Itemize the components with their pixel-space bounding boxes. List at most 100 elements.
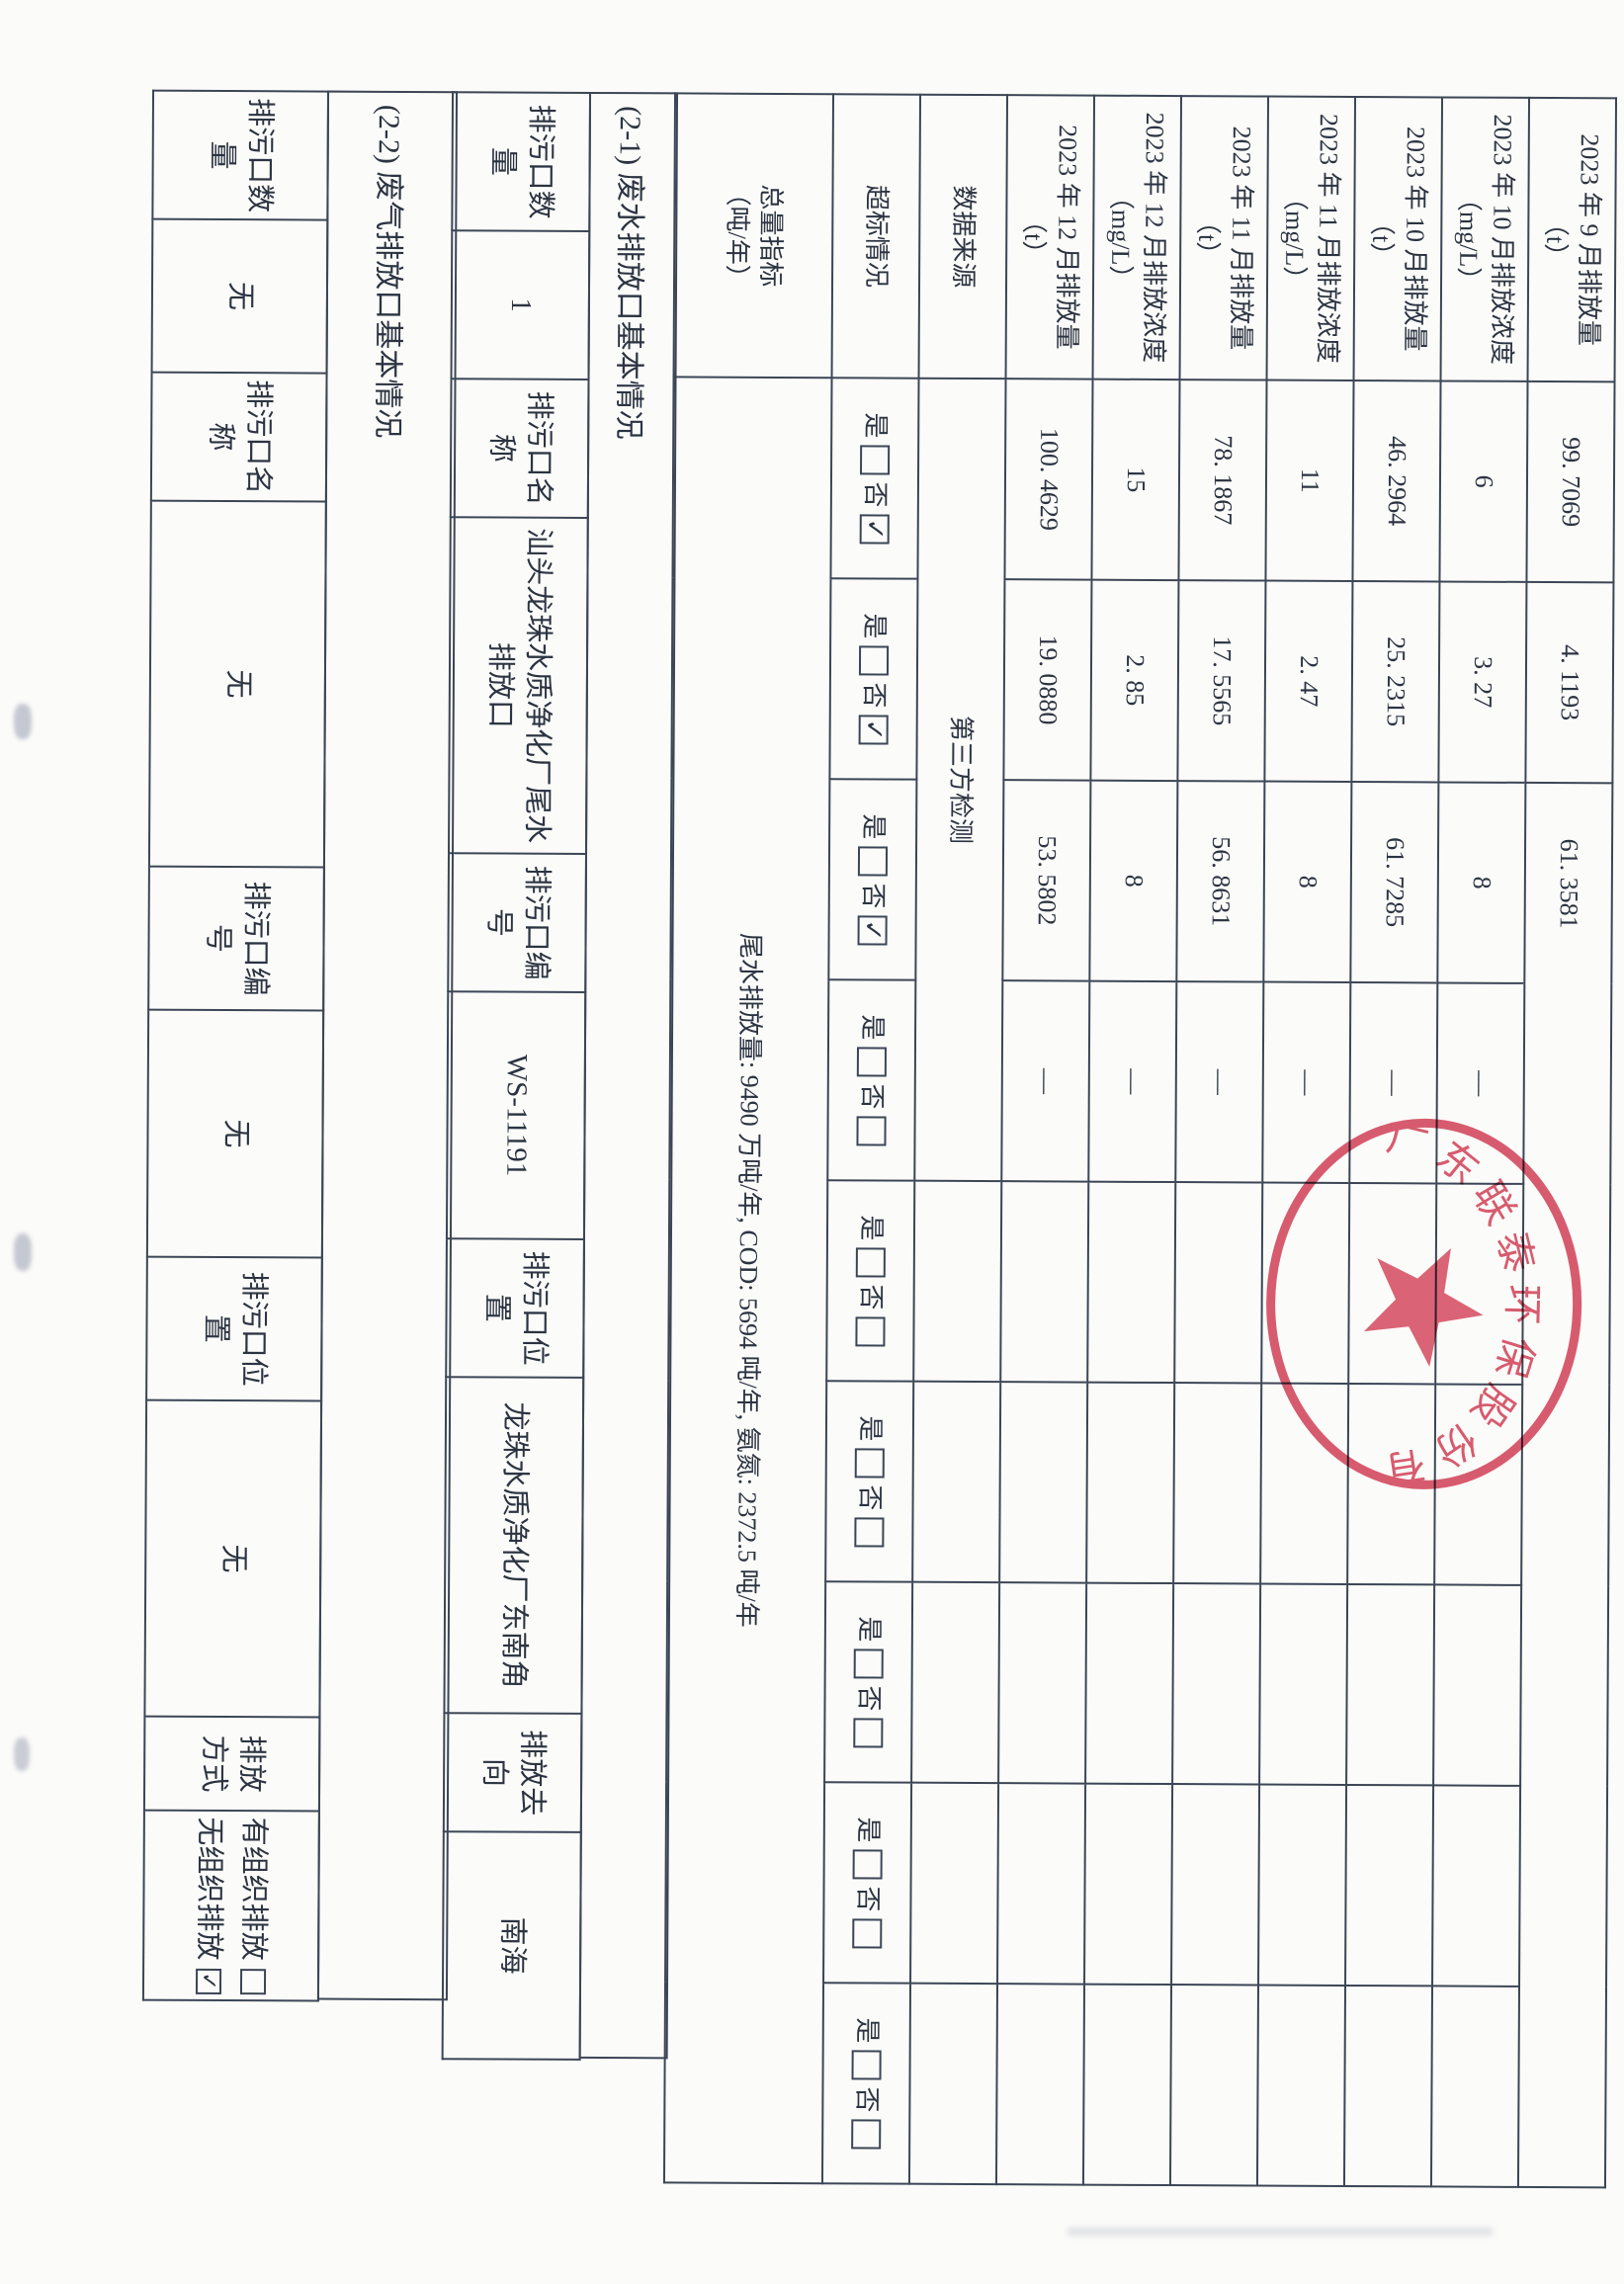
row-header: 总量指标 （吨/年） (673, 93, 834, 379)
no-checkbox[interactable] (853, 1718, 884, 1748)
yes-checkbox[interactable] (856, 1047, 887, 1077)
table-row: 2023 年 11 月排放量 （t） 78. 1867 17. 5565 56. … (1169, 96, 1269, 2186)
empty-cell (1345, 1784, 1434, 1987)
yes-checkbox[interactable] (860, 445, 891, 475)
row-header: 2023 年 11 月排放量 （t） (1179, 96, 1269, 381)
field-value: 无 (146, 1009, 324, 1258)
empty-cell (1082, 1984, 1172, 2186)
organized-emission-label: 有组织排放 (237, 1817, 271, 1961)
value-cell: 17. 5565 (1177, 580, 1266, 782)
no-checkbox[interactable]: ✓ (859, 514, 890, 545)
value-cell: 2. 85 (1090, 579, 1179, 782)
field-label: 排污口名称 (450, 379, 589, 518)
yes-label: 是 (856, 1215, 887, 1241)
field-label: 排污口数量 (452, 92, 591, 231)
empty-cell (1347, 1383, 1436, 1585)
empty-cell (912, 1381, 1001, 1583)
yes-label: 是 (860, 613, 890, 639)
no-checkbox[interactable] (856, 1116, 887, 1146)
table-row: 2023 年 12 月排放浓度 （mg/L） 15 2. 85 8 — (1082, 95, 1182, 2186)
yes-label: 是 (852, 2017, 882, 2044)
empty-cell (999, 1382, 1088, 1583)
exceedance-cell: 是否 ✓ (830, 378, 919, 579)
field-value: 无 (148, 500, 326, 868)
no-label: 否 (854, 1685, 884, 1712)
yes-checkbox[interactable] (858, 645, 890, 676)
no-label: 否 (859, 682, 889, 709)
row-header: 数据来源 (918, 94, 1008, 380)
empty-cell (1348, 1182, 1437, 1385)
empty-cell (1000, 1181, 1089, 1383)
no-label: 否 (858, 883, 888, 909)
value-cell: 3. 27 (1438, 581, 1527, 783)
no-checkbox[interactable]: ✓ (857, 915, 888, 946)
no-label: 否 (857, 1083, 887, 1110)
unorganized-emission-checkbox[interactable]: ✓ (195, 1968, 222, 1994)
value-cell: — (1262, 981, 1351, 1183)
empty-cell (1171, 1784, 1260, 1986)
no-label: 否 (860, 481, 890, 508)
table-row: 2023 年 10 月排放浓度 （mg/L） 6 3. 27 8 — (1430, 97, 1530, 2187)
row-header: 2023 年 10 月排放浓度 （mg/L） (1440, 97, 1530, 381)
exceedance-cell: 是否 (827, 979, 916, 1181)
empty-cell (1172, 1583, 1261, 1785)
yes-checkbox[interactable] (854, 1448, 885, 1479)
organized-emission-checkbox[interactable] (239, 1968, 267, 1994)
exceedance-cell: 是否 ✓ (828, 779, 917, 980)
empty-cell (1084, 1783, 1173, 1986)
field-label: 排污口编号 (148, 866, 324, 1011)
scan-smudge (14, 1233, 32, 1271)
yes-checkbox[interactable] (852, 1849, 883, 1880)
table-row-total-quota: 总量指标 （吨/年） 尾水排放量: 9490 万吨/年, COD: 5694 吨/… (663, 93, 834, 2184)
field-label: 排污口名称 (150, 372, 327, 502)
table-row: 排污口数量 无 排污口名称 无 排污口编号 无 排污口位置 无 排放方式 有组织… (142, 90, 329, 2001)
yes-label: 是 (855, 1415, 885, 1442)
yes-label: 是 (858, 813, 889, 840)
table-row: 2023 年 12 月排放量 （t） 100. 4629 19. 0880 53.… (995, 95, 1095, 2185)
no-label: 否 (856, 1284, 886, 1311)
value-cell: — (1175, 981, 1264, 1183)
no-checkbox[interactable] (851, 2119, 882, 2150)
no-checkbox[interactable]: ✓ (858, 715, 889, 745)
empty-cell (997, 1783, 1086, 1985)
empty-cell (995, 1984, 1085, 2185)
no-checkbox[interactable] (854, 1517, 885, 1548)
empty-cell (1430, 1986, 1520, 2187)
value-cell: 61. 3581 (1524, 782, 1613, 984)
empty-cell (998, 1582, 1087, 1784)
empty-cell (910, 1782, 999, 1985)
value-cell: 46. 2964 (1352, 380, 1441, 582)
field-value: 龙珠水质净化厂东南角 (444, 1377, 584, 1714)
yes-checkbox[interactable] (857, 846, 889, 877)
empty-cell (1085, 1582, 1174, 1785)
empty-cell (908, 1983, 998, 2185)
value-cell: 99. 7069 (1526, 381, 1615, 583)
value-cell: 8 (1089, 780, 1178, 982)
unorganized-emission-label: 无组织排放 (193, 1817, 226, 1961)
yes-checkbox[interactable] (851, 2050, 882, 2080)
yes-label: 是 (857, 1014, 888, 1041)
empty-cell (1261, 1182, 1350, 1384)
field-label: 排放方式 (143, 1716, 320, 1812)
empty-cell (1435, 1183, 1524, 1385)
no-checkbox[interactable] (852, 1918, 883, 1949)
emission-mode-cell: 有组织排放 无组织排放 ✓ (142, 1810, 319, 2001)
no-label: 否 (855, 1484, 885, 1511)
no-label: 否 (852, 2086, 882, 2113)
no-checkbox[interactable] (855, 1316, 886, 1347)
yes-label: 是 (854, 1616, 884, 1643)
field-label: 排放去向 (443, 1713, 582, 1832)
empty-cell (1169, 1985, 1259, 2186)
value-cell: — (1001, 980, 1090, 1182)
scan-smudge (14, 1737, 30, 1771)
yes-checkbox[interactable] (855, 1247, 886, 1278)
value-cell: 53. 5802 (1002, 780, 1091, 981)
value-cell: 61. 7285 (1350, 781, 1439, 983)
yes-checkbox[interactable] (853, 1649, 884, 1679)
field-label: 排污口位置 (146, 1256, 322, 1401)
empty-cell (1087, 1181, 1176, 1384)
exceedance-cell: 是否 (824, 1581, 913, 1783)
row-header: 2023 年 12 月排放量 （t） (1005, 95, 1095, 380)
empty-cell (1086, 1382, 1175, 1584)
